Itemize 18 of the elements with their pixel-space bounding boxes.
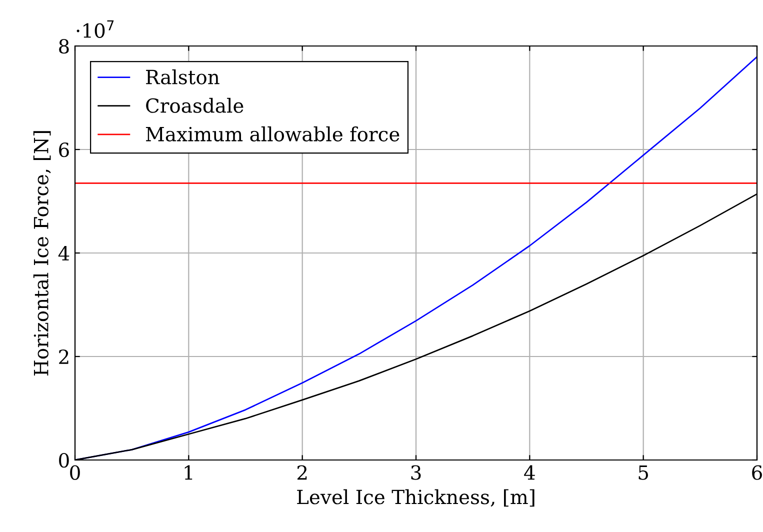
legend-label: Croasdale [146, 98, 244, 113]
y-tick-label: 4 [58, 246, 70, 260]
x-tick-label: 4 [524, 465, 535, 480]
text: ·10$^{7}$ [76, 20, 114, 38]
legend-label: Ralston [146, 69, 220, 84]
x-tick-label: 2 [297, 465, 307, 480]
y-axis-title: Horizontal Ice Force, [N] [33, 131, 51, 376]
x-tick-label: 3 [411, 465, 421, 480]
y-tick-label: 8 [59, 38, 69, 54]
x-tick-label: 1 [184, 465, 192, 480]
x-axis-title: Level Ice Thickness, [m] [297, 489, 534, 507]
y-tick-label: 0 [59, 452, 69, 468]
x-tick-label: 0 [70, 465, 80, 480]
x-tick-label: 6 [752, 465, 762, 480]
legend-label: Maximum allowable force [146, 126, 400, 142]
y-tick-label: 2 [59, 349, 68, 364]
y-tick-label: 6 [59, 142, 69, 158]
x-tick-label: 5 [638, 465, 648, 480]
